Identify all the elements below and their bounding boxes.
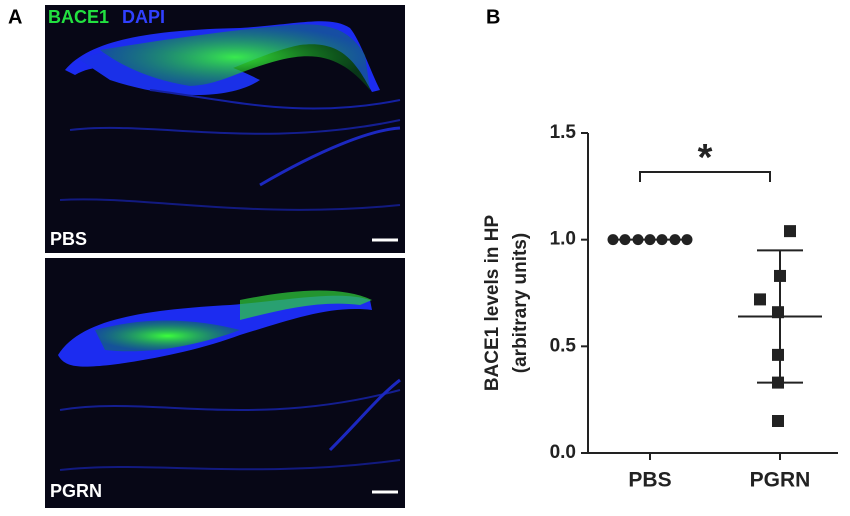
y-axis-label: BACE1 levels in HP xyxy=(482,215,503,392)
y-tick-label: 0.0 xyxy=(550,442,576,463)
y-tick-label: 1.5 xyxy=(550,122,577,143)
micrograph-bottom xyxy=(45,258,405,508)
data-point xyxy=(784,225,796,238)
data-point xyxy=(772,415,784,427)
significance-label: * xyxy=(698,137,713,179)
data-point xyxy=(754,293,766,306)
data-point xyxy=(772,348,784,361)
panel-label: B xyxy=(486,6,500,28)
micrograph-top xyxy=(45,5,405,253)
stain-label: BACE1 xyxy=(48,7,109,27)
panel-label: A xyxy=(8,6,22,28)
image-label: PGRN xyxy=(50,481,102,501)
stain-label: DAPI xyxy=(122,7,165,27)
image-label: PBS xyxy=(50,229,87,249)
x-tick-label: PBS xyxy=(628,469,671,492)
dot-chart: 0.0 0.5 1.0 1.5 BACE1 levels in HP (arbitrary… xyxy=(482,122,838,492)
y-axis-label: (arbitrary units) xyxy=(510,233,531,373)
y-tick-label: 1.0 xyxy=(550,229,576,250)
y-tick-label: 0.5 xyxy=(550,335,577,356)
x-tick-label: PGRN xyxy=(750,469,811,492)
significance-bracket xyxy=(639,171,771,182)
